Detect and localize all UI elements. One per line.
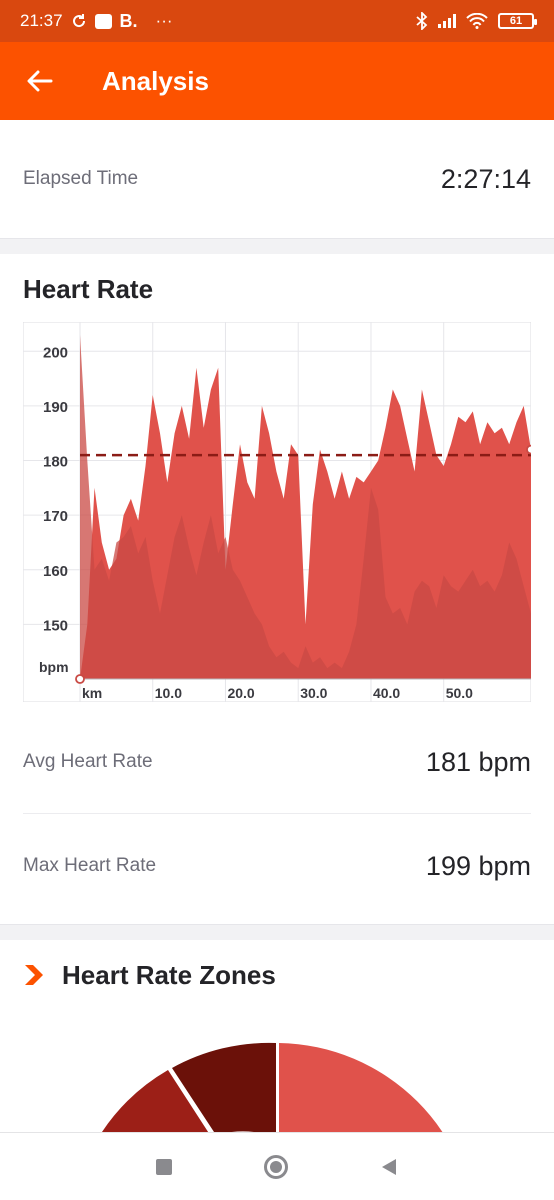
max-heart-rate-value: 199 bpm: [425, 850, 531, 881]
zone-segment-dark: [102, 1070, 209, 1132]
max-heart-rate-row: Max Heart Rate 199 bpm: [0, 814, 554, 918]
battery-level: 61: [509, 15, 523, 27]
end-marker: [526, 444, 531, 455]
zone-segment-red: [279, 1043, 443, 1132]
home-button[interactable]: [264, 1154, 288, 1179]
y-tick-label: 190: [43, 399, 68, 416]
zone-segment-darkest: [172, 1042, 276, 1132]
x-tick-label: 20.0: [227, 685, 254, 701]
avg-heart-rate-label: Avg Heart Rate: [23, 751, 153, 772]
elapsed-time-label: Elapsed Time: [23, 168, 139, 189]
heart-rate-zones-title: Heart Rate Zones: [62, 960, 276, 990]
signal-icon: [438, 14, 456, 28]
status-time: 21:37: [20, 11, 63, 30]
sync-icon: [72, 14, 85, 28]
x-tick-label: 10.0: [155, 685, 182, 701]
y-axis-label: bpm: [39, 659, 69, 675]
elapsed-time-value: 2:27:14: [440, 163, 531, 194]
back-button[interactable]: [0, 42, 80, 120]
page-title: Analysis: [102, 65, 209, 96]
status-bar: 21:37 B. ··· 61: [0, 0, 554, 42]
avg-heart-rate-value: 181 bpm: [425, 746, 531, 777]
wifi-icon: [466, 13, 488, 29]
arrow-left-icon: [27, 70, 53, 92]
system-nav-bar: [0, 1132, 554, 1200]
more-notifications: ···: [155, 11, 173, 30]
elapsed-time-row: Elapsed Time 2:27:14: [0, 120, 554, 238]
back-triangle-icon[interactable]: [380, 1158, 398, 1176]
x-tick-label: 40.0: [373, 685, 400, 701]
app-bar: Analysis: [0, 42, 554, 120]
b-label: B.: [119, 10, 138, 31]
max-heart-rate-label: Max Heart Rate: [23, 855, 157, 876]
y-tick-label: 160: [43, 563, 68, 580]
x-tick-label: 30.0: [300, 685, 327, 701]
chevron-right-icon: [25, 965, 43, 985]
heart-rate-zones-donut: [102, 1042, 443, 1132]
y-tick-label: 200: [43, 344, 68, 361]
elevation-area: [80, 334, 531, 679]
recents-button[interactable]: [156, 1158, 172, 1175]
section-divider: [0, 238, 554, 254]
notification-icon: [94, 13, 112, 29]
bluetooth-icon: [416, 12, 428, 30]
x-tick-label: 50.0: [446, 685, 473, 701]
heart-rate-title: Heart Rate: [23, 274, 154, 304]
x-axis-label: km: [82, 685, 102, 701]
y-tick-label: 150: [43, 617, 68, 634]
y-tick-label: 180: [43, 454, 68, 471]
battery-icon: 61: [498, 13, 537, 29]
section-divider: [0, 924, 554, 940]
y-tick-label: 170: [43, 508, 68, 525]
start-marker: [75, 674, 85, 684]
row-divider: [23, 813, 531, 814]
avg-heart-rate-row: Avg Heart Rate 181 bpm: [0, 712, 554, 812]
